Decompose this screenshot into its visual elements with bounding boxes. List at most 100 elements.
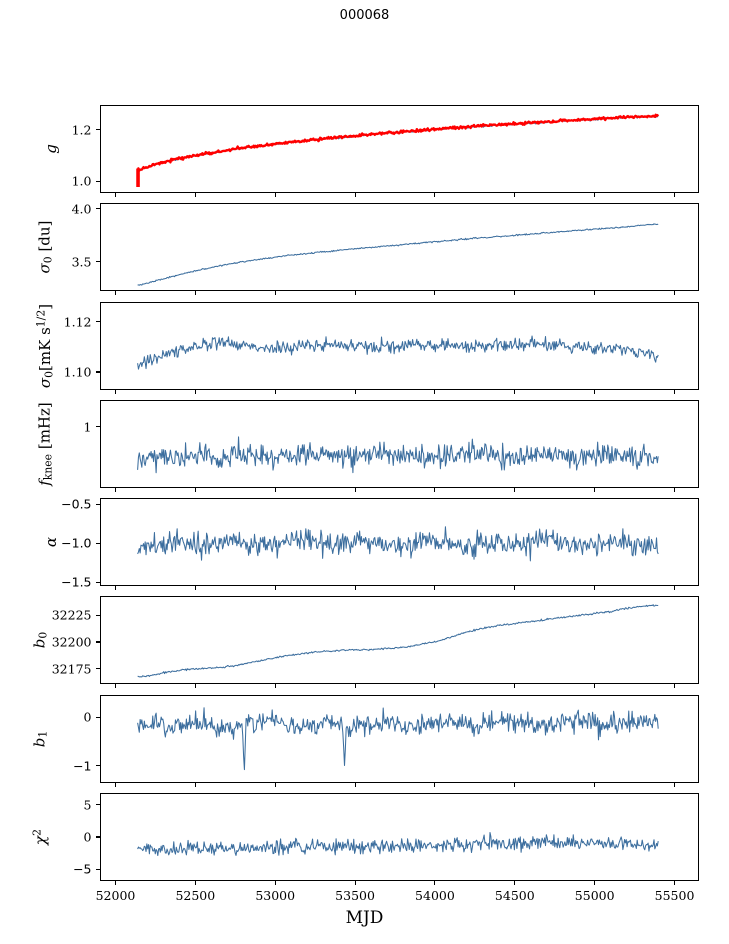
x-tick-label: 52000 (95, 888, 136, 903)
y-tick-label: 0 (83, 709, 92, 725)
y-tick-mark (95, 716, 100, 718)
x-tick-mark (434, 881, 436, 885)
data-series-gain-model (136, 113, 659, 172)
y-tick-mark (95, 542, 100, 544)
y-tick-label: 1.0 (71, 173, 92, 189)
x-tick-mark (594, 389, 596, 394)
x-tick-mark (594, 193, 596, 198)
y-tick-mark (95, 765, 100, 767)
x-tick-mark (194, 487, 196, 492)
x-tick-label: 53500 (335, 888, 375, 903)
y-tick-label: 32200 (51, 634, 92, 650)
x-tick-mark (114, 389, 117, 394)
plot-panel-chi-squared (99, 792, 699, 881)
y-axis-label-f-knee: fknee [mHz] (35, 402, 55, 486)
x-tick-mark (194, 389, 196, 394)
x-tick-mark (354, 586, 356, 591)
x-tick-mark (673, 389, 676, 394)
y-tick-mark (95, 208, 100, 210)
x-tick-mark (274, 586, 276, 591)
x-tick-mark (594, 782, 596, 787)
x-tick-mark (514, 193, 516, 198)
y-axis-label-b0: b0 (30, 632, 50, 649)
y-tick-mark (95, 667, 100, 670)
x-tick-mark (673, 586, 676, 591)
x-tick-label: 52500 (175, 888, 216, 903)
data-series-f-knee (136, 436, 659, 474)
y-tick-label: −5 (73, 861, 92, 877)
x-tick-mark (673, 193, 676, 198)
x-tick-mark (514, 487, 516, 492)
x-tick-mark (434, 193, 436, 198)
plot-panel-f-knee (99, 399, 699, 488)
y-tick-mark (95, 371, 100, 373)
x-tick-mark (673, 782, 676, 787)
x-tick-label: 55000 (574, 888, 615, 903)
y-tick-label: 5 (83, 797, 92, 813)
x-tick-mark (514, 881, 516, 885)
data-series-sigma0-mK (136, 335, 659, 370)
y-tick-label: 32225 (51, 607, 92, 623)
x-tick-mark (114, 782, 117, 787)
x-tick-mark (274, 782, 276, 787)
x-tick-mark (354, 291, 356, 296)
y-tick-label: 1.10 (63, 364, 92, 380)
x-tick-mark (354, 684, 356, 689)
x-tick-mark (673, 487, 676, 492)
y-tick-mark (95, 614, 100, 617)
plot-panel-b1 (99, 694, 699, 783)
data-marker-gain-start-spike (135, 168, 140, 187)
data-series-sigma0-du (136, 223, 658, 287)
x-tick-mark (514, 586, 516, 591)
x-tick-mark (114, 684, 117, 689)
x-tick-mark (194, 586, 196, 591)
data-series-alpha (136, 526, 659, 562)
y-tick-mark (95, 321, 100, 323)
y-tick-mark (95, 868, 100, 870)
y-tick-mark (95, 641, 100, 643)
x-tick-mark (514, 684, 516, 689)
y-axis-label-alpha: α (42, 537, 60, 548)
x-tick-mark (194, 193, 196, 198)
x-tick-mark (194, 881, 196, 885)
x-tick-mark (354, 881, 356, 885)
x-tick-mark (194, 291, 196, 296)
x-tick-mark (673, 291, 676, 296)
data-series-chi-squared (136, 831, 659, 856)
plot-panel-sigma0-mK (99, 301, 699, 390)
x-tick-mark (114, 291, 117, 296)
x-tick-mark (194, 782, 196, 787)
x-tick-label: 54500 (494, 888, 535, 903)
y-tick-label: 0 (83, 829, 92, 845)
x-tick-mark (514, 782, 516, 787)
y-tick-label: −0.5 (61, 496, 92, 512)
plot-panel-alpha (99, 498, 699, 587)
y-axis-label-sigma0-mK: σ0[mK s1/2] (34, 303, 56, 388)
x-tick-mark (354, 782, 356, 787)
x-tick-mark (673, 684, 676, 689)
plot-panel-b0 (99, 596, 699, 685)
y-tick-label: −1.5 (61, 574, 92, 590)
x-tick-mark (354, 487, 356, 492)
x-tick-mark (194, 684, 196, 689)
x-tick-mark (514, 291, 516, 296)
x-tick-mark (114, 586, 117, 591)
x-tick-mark (594, 586, 596, 591)
y-tick-mark (95, 836, 100, 838)
x-tick-mark (274, 291, 276, 296)
x-tick-mark (354, 389, 356, 394)
x-tick-mark (434, 389, 436, 394)
x-tick-mark (434, 291, 436, 296)
y-tick-mark (95, 581, 100, 583)
y-tick-label: 1.2 (71, 122, 92, 138)
y-tick-mark (95, 261, 100, 263)
data-series-b1 (136, 706, 659, 770)
x-tick-mark (274, 684, 276, 689)
y-tick-mark (95, 129, 100, 131)
x-tick-mark (673, 881, 676, 885)
y-axis-label-gain: g (42, 144, 60, 154)
y-axis-label-chi-squared: χ2 (30, 828, 50, 845)
y-tick-mark (95, 804, 100, 806)
plot-panel-sigma0-du (99, 203, 699, 292)
